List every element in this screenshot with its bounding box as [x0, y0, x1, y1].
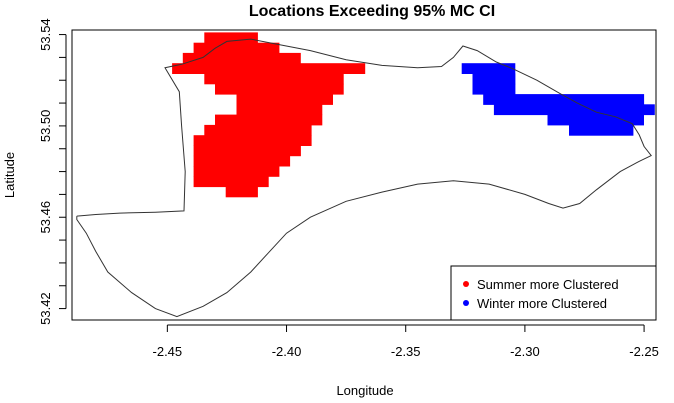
- summer-cell-row: [215, 114, 323, 126]
- winter-cell-row: [472, 83, 516, 95]
- summer-cells: [172, 32, 366, 198]
- winter-cells: [461, 63, 655, 136]
- summer-cell-row: [225, 186, 258, 198]
- x-tick-label: -2.40: [272, 344, 302, 359]
- y-tick-label: 53.54: [38, 18, 53, 51]
- winter-cell-row: [461, 63, 516, 74]
- plot-area: [71, 29, 657, 321]
- summer-cell-row: [204, 124, 312, 136]
- x-axis: -2.45 -2.40 -2.35 -2.30 -2.25: [153, 324, 659, 359]
- winter-cell-row: [547, 114, 644, 126]
- summer-cell-row: [236, 104, 323, 116]
- summer-cell-row: [193, 42, 280, 54]
- legend-summer-label: Summer more Clustered: [477, 277, 619, 292]
- y-tick-label: 53.50: [38, 110, 53, 143]
- x-tick-label: -2.45: [153, 344, 183, 359]
- winter-cell-row: [569, 124, 634, 136]
- summer-cell-row: [182, 52, 301, 64]
- summer-cell-row: [236, 94, 333, 105]
- x-tick-label: -2.35: [391, 344, 421, 359]
- summer-cell-row: [193, 166, 280, 177]
- summer-cell-row: [193, 145, 301, 157]
- y-axis-label: Latitude: [2, 152, 17, 198]
- y-tick-label: 53.46: [38, 201, 53, 234]
- summer-cell-row: [215, 83, 344, 95]
- legend-box: [450, 265, 657, 321]
- summer-cell-row: [193, 155, 291, 167]
- y-axis: 53.42 53.46 53.50 53.54: [38, 18, 67, 325]
- legend-winter-swatch: [463, 300, 469, 306]
- summer-cell-row: [204, 32, 258, 44]
- x-tick-label: -2.25: [629, 344, 659, 359]
- legend-summer-swatch: [463, 281, 469, 287]
- legend-winter-label: Winter more Clustered: [477, 296, 607, 311]
- y-tick-label: 53.42: [38, 292, 53, 325]
- winter-cell-row: [483, 94, 645, 105]
- x-tick-label: -2.30: [510, 344, 540, 359]
- winter-cell-row: [493, 104, 655, 116]
- chart-title: Locations Exceeding 95% MC CI: [249, 3, 495, 20]
- winter-cell-row: [472, 73, 516, 85]
- summer-cell-row: [193, 135, 312, 146]
- x-axis-label: Longitude: [336, 383, 393, 398]
- summer-cell-row: [204, 73, 344, 85]
- legend: Summer more Clustered Winter more Cluste…: [450, 265, 657, 321]
- region-boundary: [76, 38, 652, 318]
- summer-cell-row: [172, 63, 366, 74]
- summer-cell-row: [193, 176, 269, 188]
- plot-frame: [71, 29, 657, 321]
